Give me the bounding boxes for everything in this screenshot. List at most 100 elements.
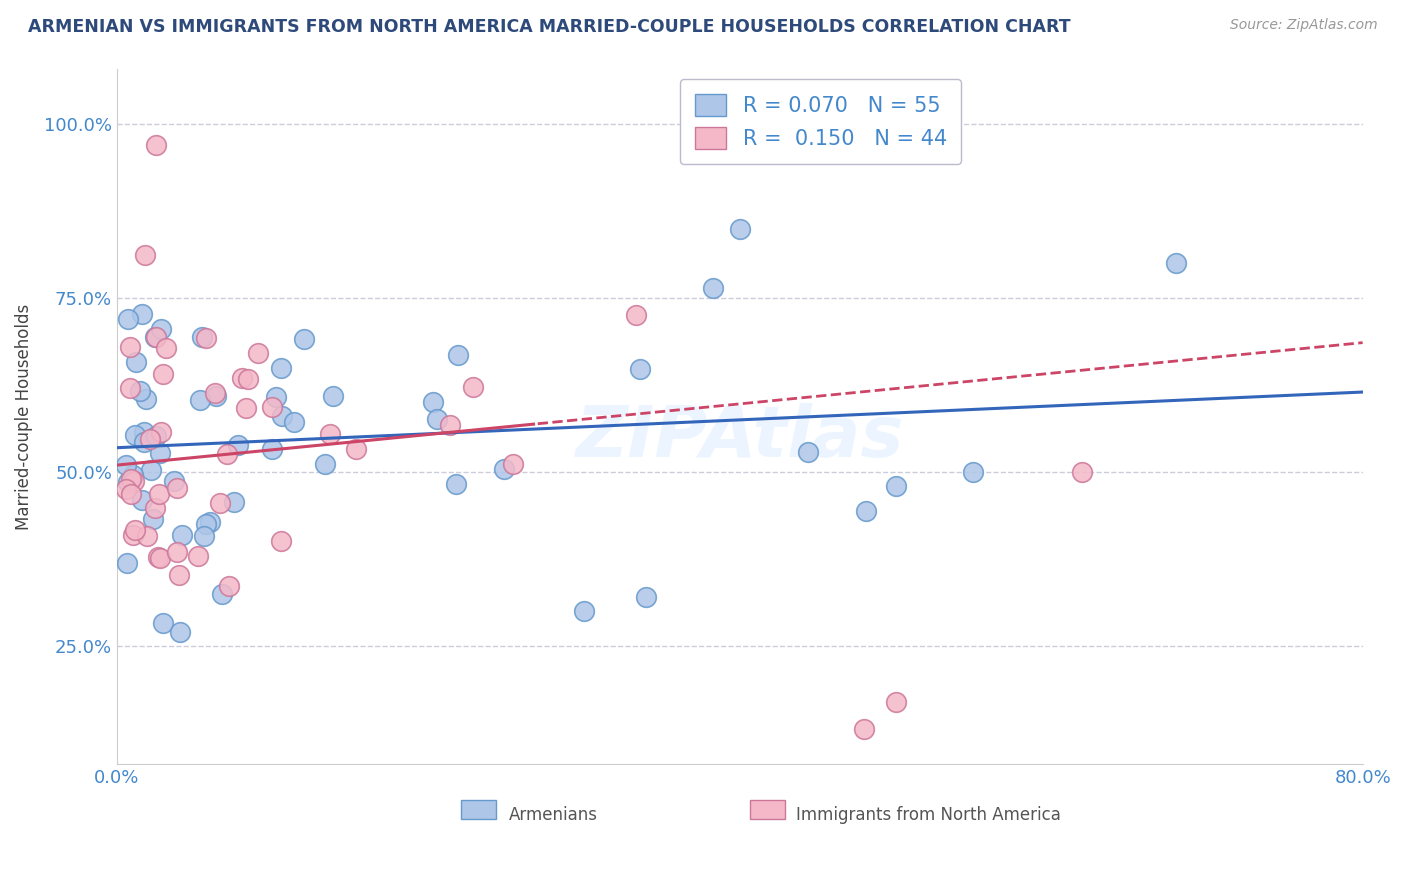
Point [131, 492, 153, 507]
Legend: R = 0.070   N = 55, R =  0.150   N = 44: R = 0.070 N = 55, R = 0.150 N = 44 [681, 78, 962, 164]
Point [1164, 256, 1187, 270]
Point [149, 445, 172, 459]
Point [204, 385, 226, 400]
Point [193, 529, 215, 543]
Point [188, 393, 211, 408]
Text: Armenians: Armenians [509, 806, 599, 824]
Point [155, 341, 177, 355]
Point [271, 409, 294, 423]
Point [461, 380, 484, 394]
Point [166, 545, 188, 559]
Text: Immigrants from North America: Immigrants from North America [796, 806, 1060, 824]
Point [149, 550, 172, 565]
Point [125, 354, 148, 368]
Point [702, 281, 724, 295]
Text: Source: ZipAtlas.com: Source: ZipAtlas.com [1230, 18, 1378, 32]
Point [962, 465, 984, 479]
Point [426, 412, 449, 426]
Point [166, 481, 188, 495]
Point [855, 504, 877, 518]
Point [145, 138, 167, 153]
Point [246, 345, 269, 359]
Point [117, 311, 139, 326]
Point [118, 340, 141, 354]
Point [145, 429, 167, 443]
Point [136, 528, 159, 542]
Point [150, 425, 173, 439]
Point [152, 615, 174, 630]
Point [134, 247, 156, 261]
FancyBboxPatch shape [461, 800, 496, 819]
Point [502, 457, 524, 471]
Point [292, 333, 315, 347]
Point [262, 400, 284, 414]
Point [572, 604, 595, 618]
Point [163, 474, 186, 488]
Point [224, 495, 246, 509]
Point [143, 501, 166, 516]
Point [238, 372, 260, 386]
Point [128, 384, 150, 398]
Point [139, 432, 162, 446]
Point [117, 475, 139, 490]
Point [439, 417, 461, 432]
Point [120, 487, 142, 501]
Point [422, 395, 444, 409]
FancyBboxPatch shape [749, 800, 785, 819]
Point [152, 367, 174, 381]
Point [218, 579, 240, 593]
Point [318, 427, 340, 442]
Point [124, 428, 146, 442]
Point [208, 496, 231, 510]
Point [636, 591, 658, 605]
Point [853, 723, 876, 737]
Point [122, 475, 145, 489]
Point [260, 442, 283, 456]
Point [270, 534, 292, 549]
Point [117, 556, 139, 570]
Point [115, 482, 138, 496]
Point [187, 549, 209, 564]
Point [226, 438, 249, 452]
Point [195, 331, 218, 345]
Point [148, 487, 170, 501]
Point [167, 567, 190, 582]
Point [200, 515, 222, 529]
Point [146, 549, 169, 564]
Point [191, 330, 214, 344]
Point [1071, 465, 1094, 479]
Point [626, 309, 648, 323]
Point [447, 348, 470, 362]
Point [118, 381, 141, 395]
Point [314, 458, 336, 472]
Text: ZIPAtlas: ZIPAtlas [575, 403, 904, 472]
Point [122, 467, 145, 482]
Point [215, 447, 238, 461]
Point [114, 458, 136, 472]
Point [124, 523, 146, 537]
Point [270, 360, 292, 375]
Point [264, 390, 287, 404]
Point [170, 528, 193, 542]
Point [142, 512, 165, 526]
Point [211, 587, 233, 601]
Point [204, 389, 226, 403]
Point [235, 401, 257, 416]
Point [143, 330, 166, 344]
Point [195, 517, 218, 532]
Point [283, 415, 305, 429]
Point [134, 425, 156, 439]
Point [135, 392, 157, 406]
Point [884, 695, 907, 709]
Text: ARMENIAN VS IMMIGRANTS FROM NORTH AMERICA MARRIED-COUPLE HOUSEHOLDS CORRELATION : ARMENIAN VS IMMIGRANTS FROM NORTH AMERIC… [28, 18, 1071, 36]
Point [884, 479, 907, 493]
Point [628, 362, 651, 376]
Point [150, 322, 173, 336]
Point [322, 389, 344, 403]
Point [494, 461, 516, 475]
Point [141, 463, 163, 477]
Point [134, 434, 156, 449]
Point [122, 528, 145, 542]
Y-axis label: Married-couple Households: Married-couple Households [15, 303, 32, 530]
Point [344, 442, 367, 456]
